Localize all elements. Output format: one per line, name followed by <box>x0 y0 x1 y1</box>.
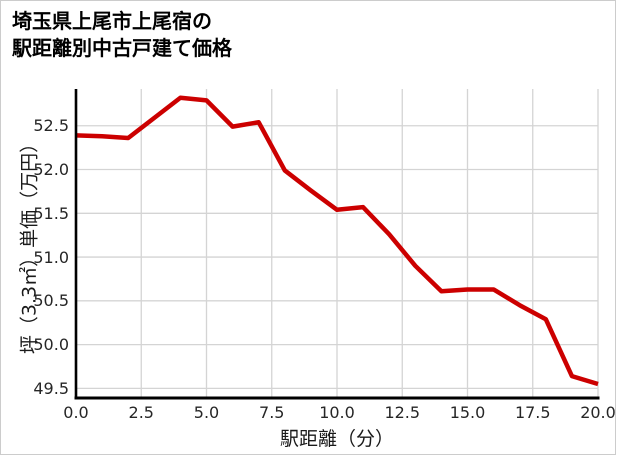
x-tick-label: 2.5 <box>128 403 154 422</box>
y-tick-label: 51.0 <box>33 247 69 267</box>
x-tick-label: 0.0 <box>63 403 89 422</box>
price-line-series <box>75 95 599 387</box>
x-tick-label: 15.0 <box>449 403 486 422</box>
x-tick-label: 12.5 <box>384 403 421 422</box>
x-tick-label: 10.0 <box>319 403 355 422</box>
x-tick-label: 17.5 <box>514 403 551 422</box>
y-tick-label: 49.5 <box>33 378 69 398</box>
y-axis-title: 坪（3.3㎡）単価（万円） <box>18 133 41 355</box>
y-tick-label: 51.5 <box>33 203 69 223</box>
x-tick-label: 7.5 <box>259 403 285 422</box>
chart-title-line1: 埼玉県上尾市上尾宿の <box>12 9 212 33</box>
x-tick-label: 5.0 <box>193 403 220 422</box>
x-axis-title: 駅距離（分） <box>279 428 394 450</box>
x-tick-label: 20.0 <box>580 403 616 422</box>
chart-title-line2: 駅距離別中古戸建て価格 <box>12 36 232 60</box>
y-tick-label: 52.5 <box>33 116 69 136</box>
chart-title: 埼玉県上尾市上尾宿の 駅距離別中古戸建て価格 <box>12 8 232 62</box>
y-tick-label: 52.0 <box>33 160 69 180</box>
y-tick-label: 50.5 <box>33 291 69 311</box>
chart-card: 埼玉県上尾市上尾宿の 駅距離別中古戸建て価格 0.0 2.5 5.0 7.5 10.0 1… <box>0 0 616 455</box>
y-tick-label: 50.0 <box>33 335 69 355</box>
